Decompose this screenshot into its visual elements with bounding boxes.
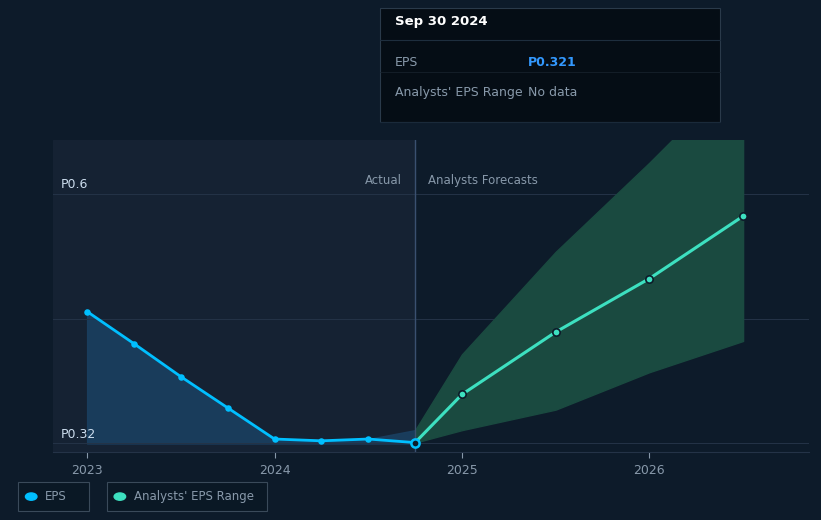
Text: P0.321: P0.321: [528, 56, 576, 69]
Point: [127, 340, 140, 348]
Text: EPS: EPS: [45, 490, 67, 503]
Point: [409, 438, 422, 447]
Text: EPS: EPS: [395, 56, 418, 69]
Text: Analysts' EPS Range: Analysts' EPS Range: [395, 86, 522, 99]
Point: [736, 212, 750, 220]
Point: [362, 435, 375, 443]
Text: Actual: Actual: [365, 174, 402, 187]
Point: [549, 328, 562, 336]
Text: Analysts Forecasts: Analysts Forecasts: [429, 174, 538, 187]
Bar: [53, 140, 415, 452]
Point: [643, 275, 656, 283]
Point: [174, 372, 187, 381]
Point: [314, 437, 328, 445]
Point: [268, 435, 281, 443]
Text: P0.6: P0.6: [61, 178, 88, 191]
Text: No data: No data: [528, 86, 577, 99]
Text: P0.32: P0.32: [61, 428, 96, 441]
Point: [80, 307, 94, 316]
Text: Analysts' EPS Range: Analysts' EPS Range: [134, 490, 254, 503]
Point: [409, 438, 422, 447]
Point: [221, 404, 234, 412]
Point: [456, 391, 469, 399]
Text: Sep 30 2024: Sep 30 2024: [395, 15, 488, 28]
